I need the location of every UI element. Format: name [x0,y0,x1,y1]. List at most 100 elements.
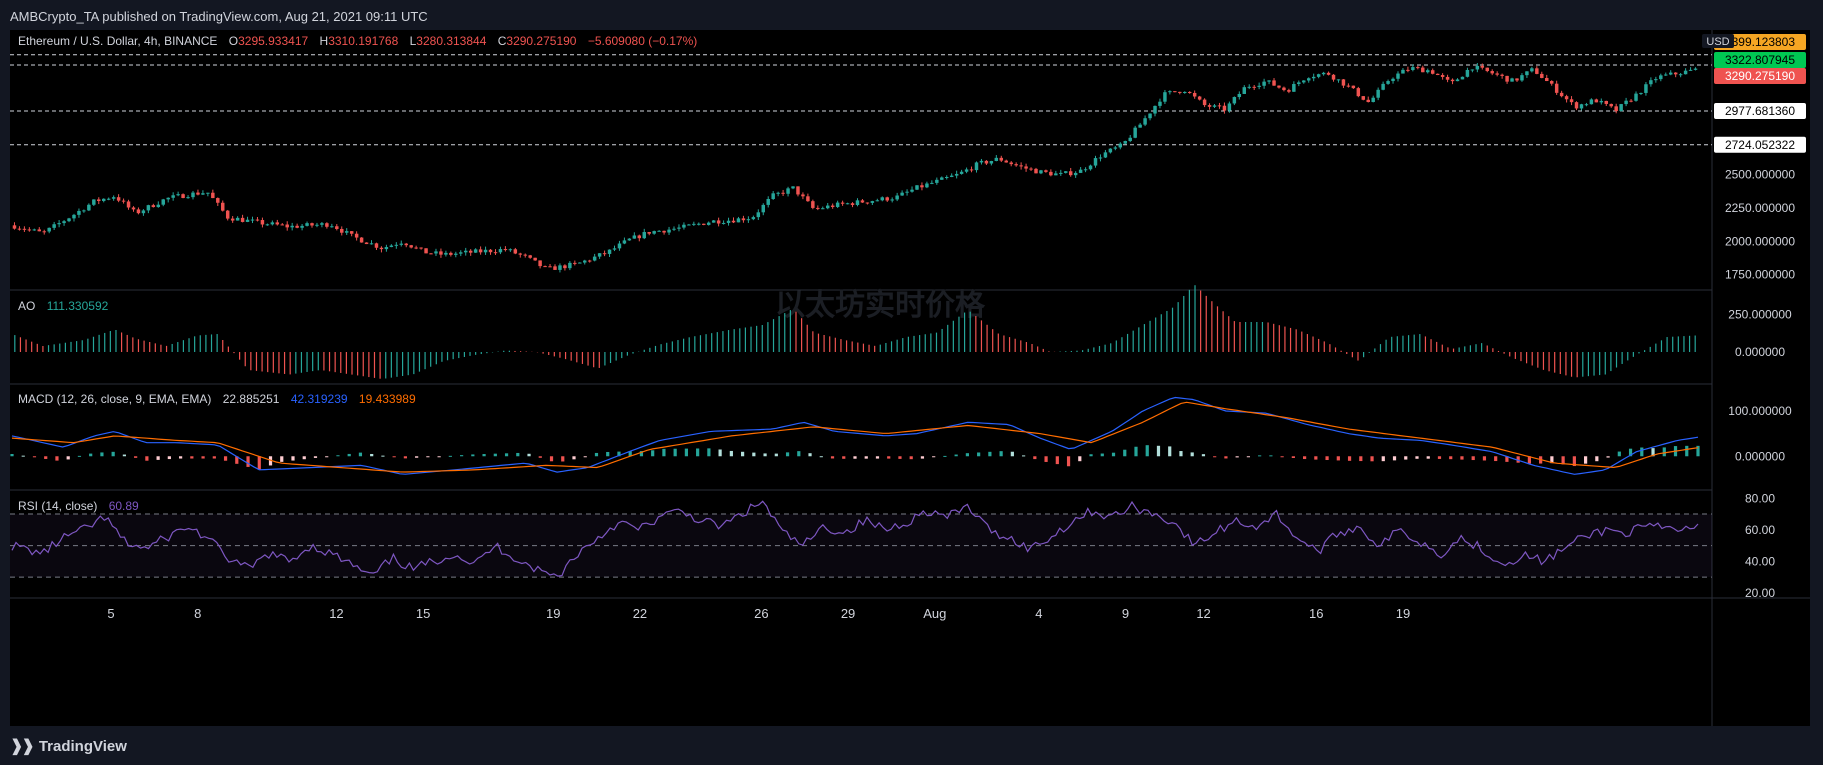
candle-body [196,192,200,195]
candle-body [1664,74,1668,76]
candle-body [920,185,924,188]
macd-hist-bar [920,456,925,459]
candle-body [225,210,230,219]
candle-body [885,197,889,201]
candle-body [439,251,443,255]
macd-hist-bar [1303,456,1307,460]
candle-body [711,220,716,223]
candle-body [548,266,552,268]
candle-body [102,198,106,201]
candle-body [597,253,602,257]
macd-hist-bar [965,453,969,457]
macd-hist-bar [302,456,306,460]
candle-body [1183,91,1187,93]
candle-body [726,220,731,223]
candle-body [1059,172,1063,174]
candle-body [806,196,810,202]
candle-body [240,217,245,222]
macd-hist-bar [1561,456,1565,465]
candle-body [1406,69,1410,71]
candle-body [389,245,394,248]
macd-hist-bar [504,453,509,457]
candle-body [1153,105,1157,114]
macd-hist-bar [381,455,385,457]
macd-hist-bar [1156,445,1161,457]
candle-body [52,224,56,228]
candle-body [558,265,562,270]
chart-frame[interactable]: 以太坊实时价格 2500.000000 2250.000000 2000.00000… [10,30,1810,726]
candle-body [1361,96,1366,100]
candle-body [1644,84,1648,93]
macd-hist-bar [853,456,857,459]
macd-hist-bar [797,451,801,457]
candle-body [602,253,607,255]
time-axis-label: 12 [329,606,343,621]
candle-body [1049,171,1053,176]
macd-hist-bar [156,456,160,460]
candle-body [925,183,929,188]
macd-hist-bar [1291,456,1295,459]
candle-body [1396,73,1400,79]
tradingview-logo-icon: ❱❱ [10,738,35,755]
time-axis-label: 4 [1035,606,1042,621]
time-axis-label: Aug [923,606,946,621]
candle-body [449,252,453,255]
candle-body [672,228,676,230]
macd-hist-bar [1258,455,1262,457]
macd-hist-bar [1347,456,1352,461]
macd-signal-value: 19.433989 [359,392,416,406]
chart-canvas[interactable]: 以太坊实时价格 2500.0000002250.0000002000.00000… [10,30,1810,726]
candle-body [265,224,270,226]
candle-body [1326,72,1331,75]
macd-hist-bar [212,456,216,459]
candle-body [741,218,746,221]
candle-body [1128,137,1132,142]
price-badge [1714,52,1806,68]
candle-body [1470,69,1475,71]
candle-body [87,204,91,211]
time-axis-label: 16 [1309,606,1323,621]
macd-hist-bar [830,456,835,459]
macd-hist-bar [628,451,632,457]
close-label: C [498,34,507,48]
candle-body [811,201,815,208]
candle-body [533,257,537,261]
macd-hist-bar [583,456,587,458]
macd-hist-bar [493,453,497,457]
candle-body [1341,79,1346,86]
macd-hist-bar [1269,455,1273,457]
candle-body [161,199,165,205]
candle-body [969,169,974,171]
candle-body [1579,104,1584,109]
macd-hist-bar [617,451,621,457]
candle-body [1173,91,1177,93]
macd-hist-bar [1134,446,1138,457]
time-axis-label: 9 [1122,606,1129,621]
time-axis-labels[interactable]: 5 8 12 15 19 22 26 29 Aug 4 9 12 16 19 [107,606,1410,621]
rsi-legend: RSI (14, close) 60.89 [18,499,139,513]
candle-body [563,265,567,269]
candle-body [825,205,830,209]
candle-body [335,226,339,229]
candle-body [1232,97,1237,104]
candle-body [1019,165,1023,167]
candle-body [1202,99,1207,106]
candle-body [1659,75,1663,80]
macd-hist-bar [954,454,958,457]
macd-hist-bar [842,456,846,459]
currency-box[interactable] [1702,34,1734,48]
candle-body [622,240,627,244]
candle-body [1306,78,1311,81]
candle-body [1391,78,1395,82]
candle-body [27,229,32,231]
macd-hist-bar [190,456,194,459]
candle-body [776,192,780,194]
candle-body [930,182,934,184]
time-axis-label: 19 [546,606,560,621]
macd-hist-bar [1606,456,1610,458]
macd-hist-bar [932,456,936,458]
tradingview-logo[interactable]: ❱❱ TradingView [10,736,127,756]
candle-body [206,192,210,194]
candle-body [1559,92,1564,97]
macd-hist-bar [426,456,430,458]
